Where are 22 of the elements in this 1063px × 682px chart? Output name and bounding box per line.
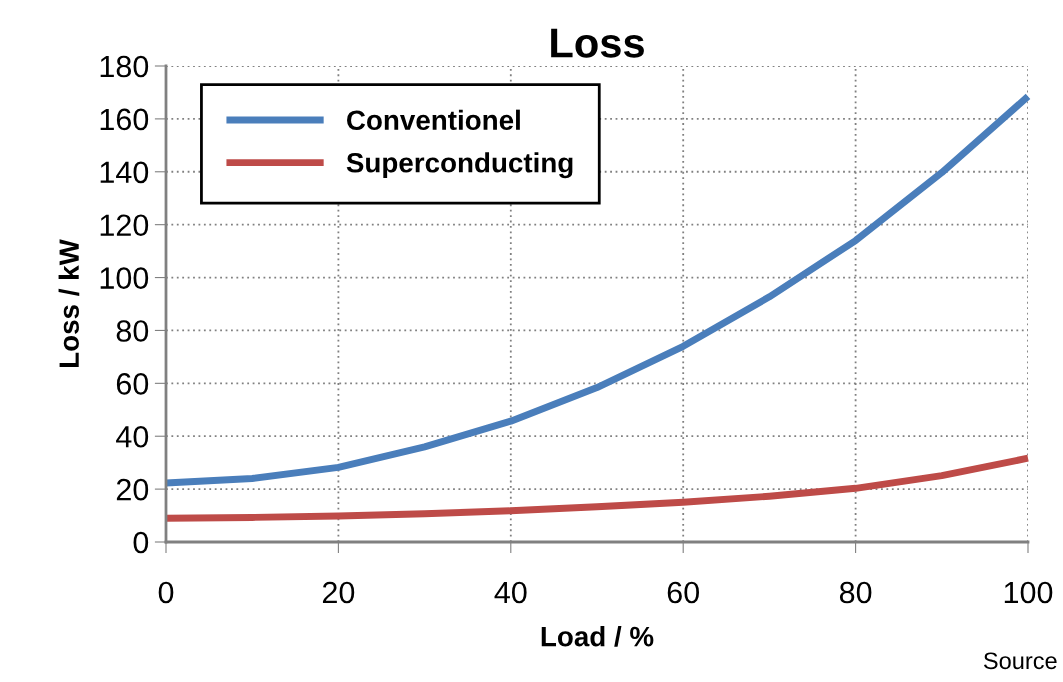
y-tick-label: 20 [116, 478, 149, 501]
x-tick-label: 60 [667, 581, 699, 604]
x-tick-label: 20 [322, 581, 355, 604]
text: Source [983, 652, 1057, 670]
x-tick-label: 0 [158, 581, 174, 604]
y-tick-label: 100 [100, 267, 149, 289]
y-tick-label: 140 [100, 161, 149, 184]
x-axis-title: Load / % [541, 626, 654, 647]
y-tick-label: 180 [100, 55, 149, 78]
legend-label: Superconducting [346, 152, 573, 179]
x-tick-label: 80 [839, 581, 872, 604]
y-tick-label: 160 [100, 108, 149, 131]
x-tick-label: 40 [494, 581, 527, 604]
legend-label: Conventionel [347, 109, 520, 131]
y-tick-label: 120 [100, 214, 149, 237]
y-tick-label: 40 [116, 425, 149, 448]
y-tick-label: 0 [133, 531, 149, 554]
y-axis-title: Loss / kW [58, 239, 80, 367]
y-tick-label: 60 [116, 373, 149, 395]
y-tick-label: 80 [116, 320, 149, 342]
x-tick-label: 100 [1004, 581, 1053, 604]
chart-title: Loss [551, 28, 644, 58]
